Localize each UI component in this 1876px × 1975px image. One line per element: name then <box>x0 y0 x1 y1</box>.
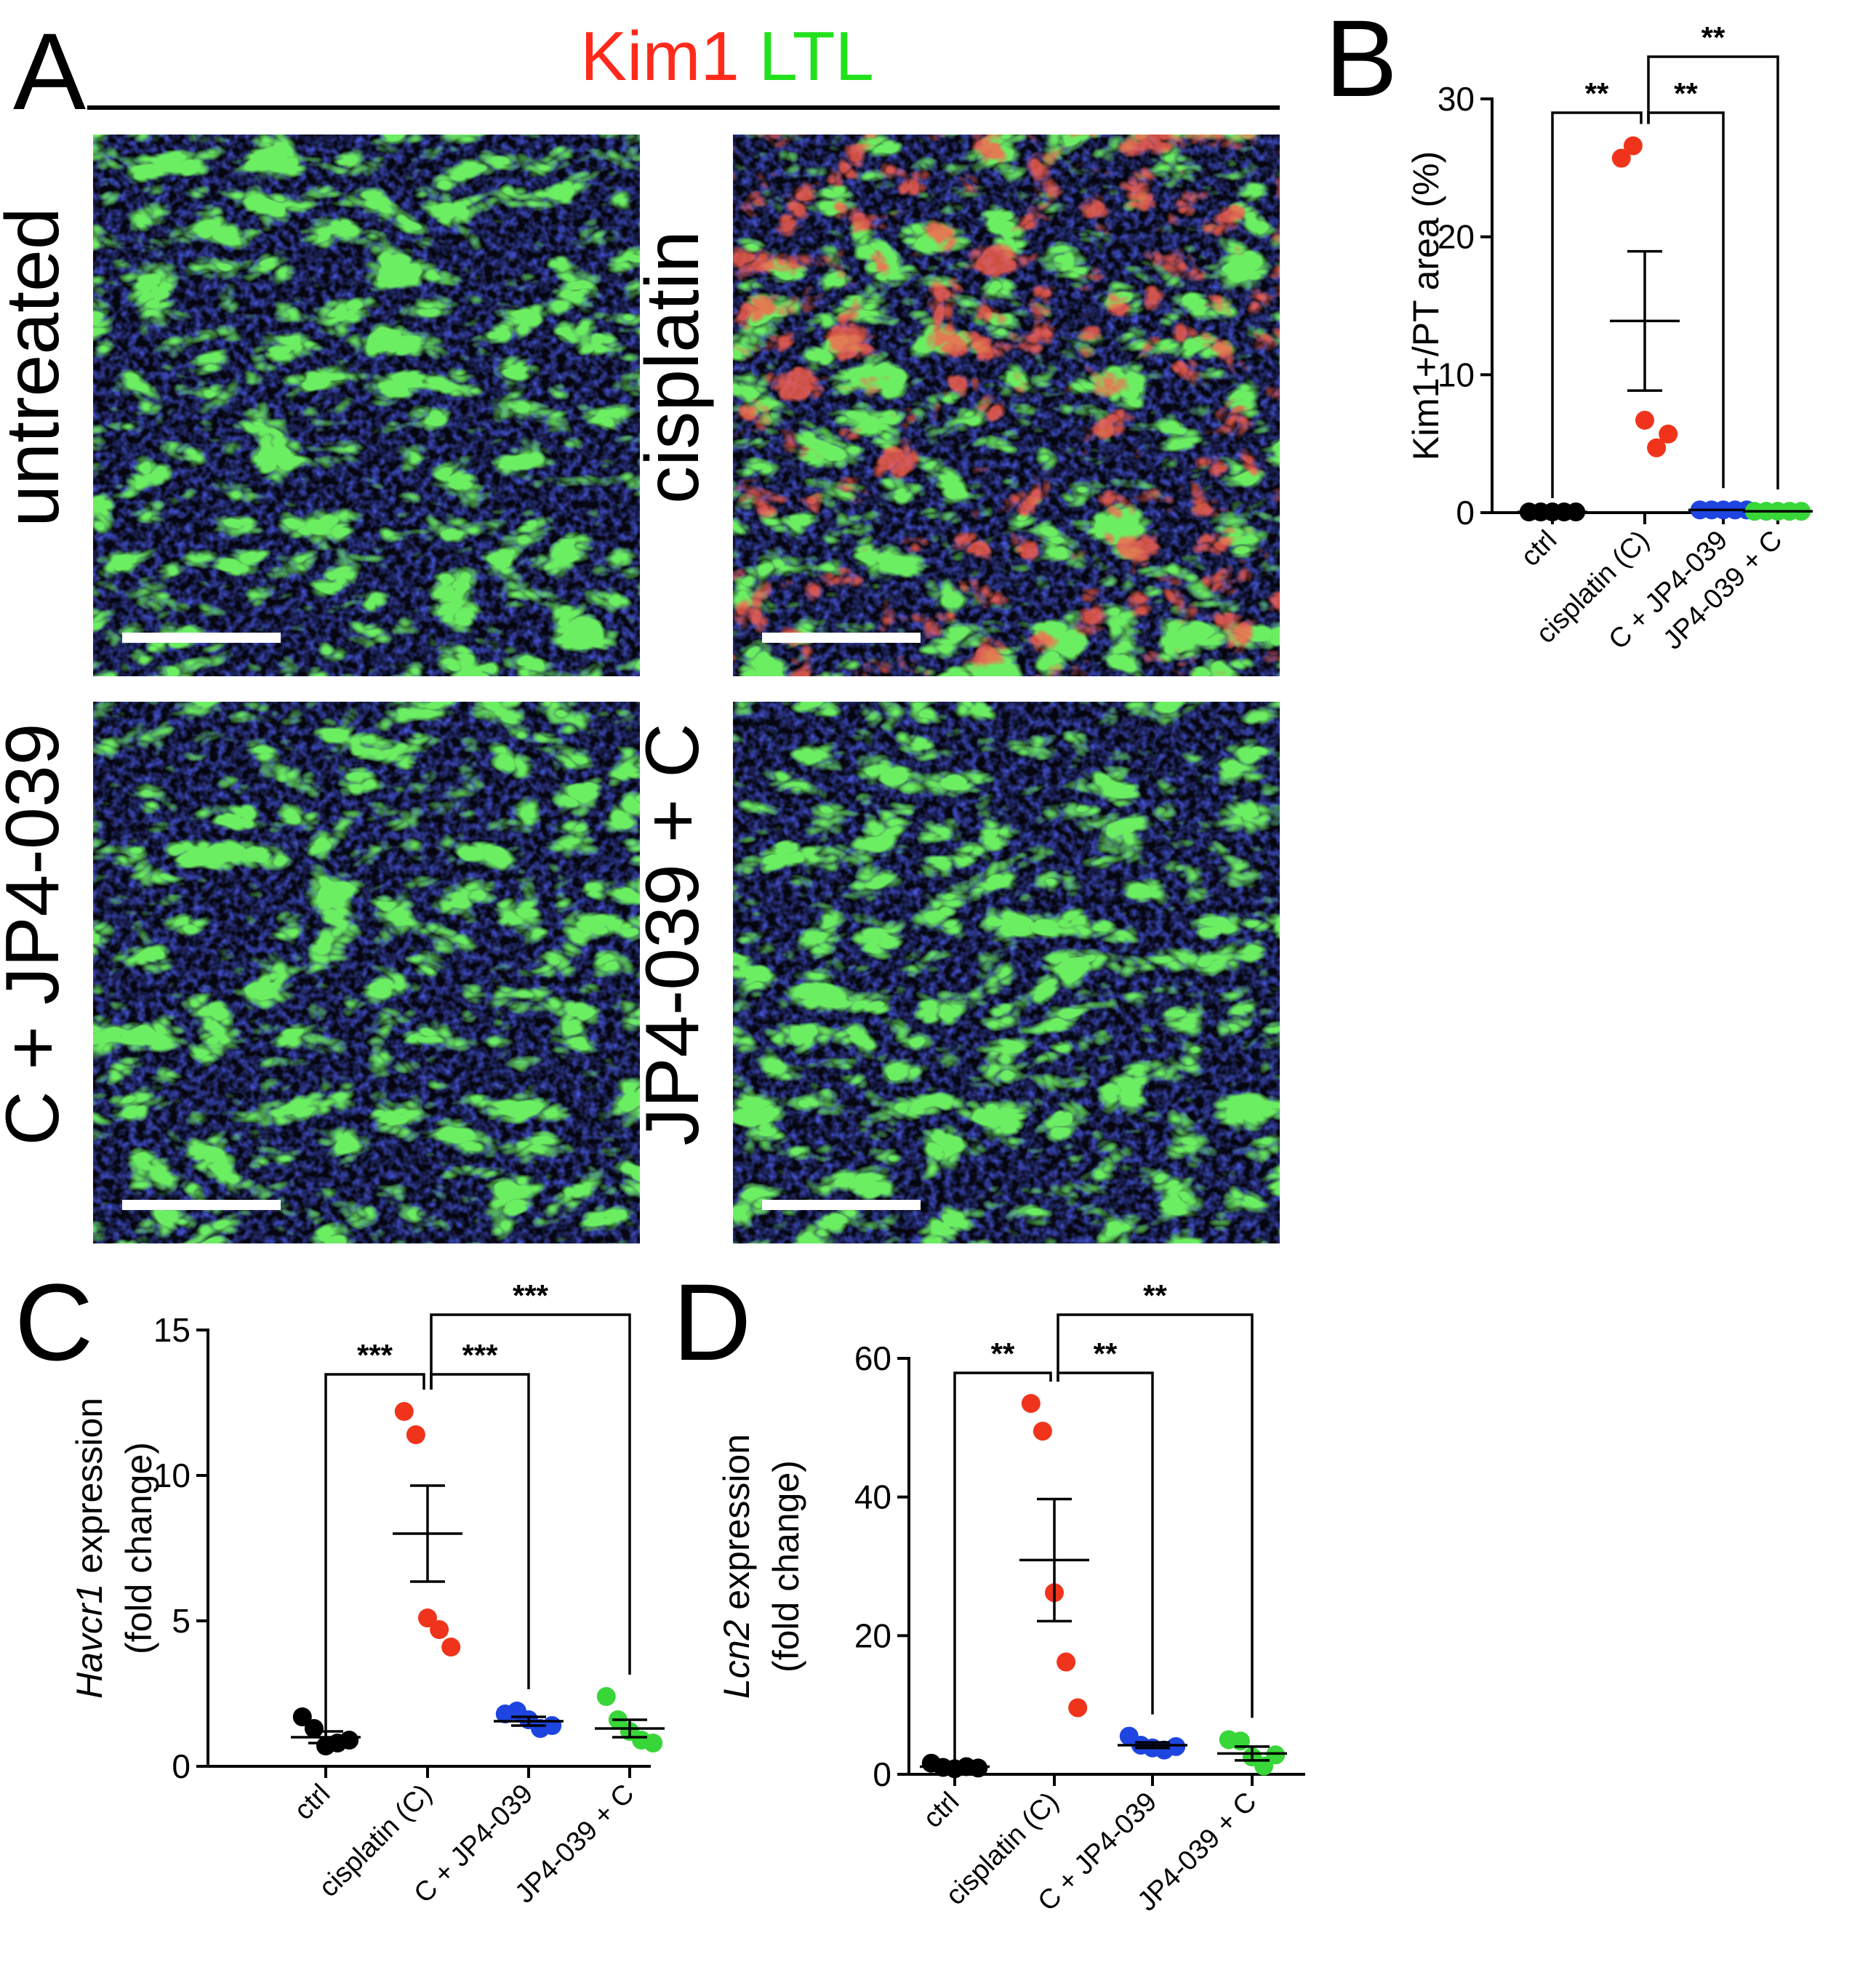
y-axis-label-text: expression <box>716 1434 757 1620</box>
scale-bar <box>122 1200 281 1210</box>
scale-bar <box>762 633 921 643</box>
y-tick-label: 40 <box>854 1478 891 1516</box>
y-tick-label: 0 <box>172 1747 191 1785</box>
micrograph-1: untreated <box>0 135 640 676</box>
significance-bracket <box>1647 55 1779 490</box>
condition-label: untreated <box>0 207 75 526</box>
data-point <box>1021 1393 1041 1413</box>
panel-letter-a: A <box>13 10 86 132</box>
y-axis-label-line2: (fold change) <box>766 1460 806 1672</box>
significance-label: ** <box>1674 76 1698 111</box>
data-point <box>1033 1422 1052 1441</box>
gene-name: Lcn2 <box>716 1619 757 1699</box>
significance-label: ** <box>1585 76 1609 111</box>
panel-letter-b: B <box>1325 0 1398 119</box>
y-axis-label-text: expression <box>69 1398 110 1584</box>
significance-bracket <box>1551 111 1643 498</box>
data-point <box>441 1638 461 1656</box>
data-point <box>1057 1652 1076 1672</box>
y-axis-label: Lcn2 expression <box>716 1434 757 1699</box>
data-point <box>406 1425 425 1444</box>
data-point <box>394 1402 414 1421</box>
y-tick-label: 20 <box>854 1617 891 1654</box>
data-point <box>304 1719 324 1738</box>
chart-panel-c: C 0 5 10 15 Havcr1 expression (fold change) ctr… <box>15 1261 665 1909</box>
data-point <box>1611 148 1631 168</box>
data-point <box>644 1734 663 1752</box>
panel-letter-d: D <box>673 1261 751 1383</box>
ltl-signal <box>93 702 640 1243</box>
y-tick-label: 0 <box>873 1755 891 1793</box>
significance-label: ** <box>1094 1337 1118 1371</box>
data-point <box>430 1620 449 1639</box>
category-label: ctrl <box>1515 525 1563 573</box>
panel-letter-c: C <box>15 1261 93 1383</box>
significance-bracket <box>1057 1313 1254 1718</box>
micrograph-3: C + JP4-039 <box>0 702 640 1243</box>
data-point <box>1623 136 1643 156</box>
y-tick-label: 15 <box>153 1311 191 1349</box>
condition-label: JP4-039 + C <box>630 724 715 1146</box>
y-tick-label: 5 <box>172 1602 191 1640</box>
y-axis-label-line2: (fold change) <box>119 1442 159 1654</box>
y-tick-label: 10 <box>153 1457 191 1494</box>
data-point <box>1635 410 1654 430</box>
kim1-signal <box>733 135 1280 676</box>
significance-label: ** <box>1143 1278 1167 1313</box>
micrograph-2: cisplatin <box>630 135 1280 676</box>
data-point <box>969 1758 988 1778</box>
data-point <box>1659 424 1678 444</box>
category-label: ctrl <box>918 1787 966 1835</box>
data-point <box>1068 1698 1088 1718</box>
y-axis-label: Havcr1 expression <box>69 1398 110 1699</box>
significance-label: ** <box>1701 20 1725 55</box>
ltl-signal <box>733 702 1280 1243</box>
gene-name: Havcr1 <box>69 1584 110 1699</box>
micrograph-grid: untreated cisplatin C + JP4-039 JP4-039 + C <box>0 135 1280 1243</box>
ltl-label: LTL <box>759 17 874 95</box>
data-point <box>1266 1745 1286 1765</box>
data-point <box>1166 1736 1186 1756</box>
condition-label: C + JP4-039 <box>0 724 75 1146</box>
significance-label: *** <box>462 1338 498 1372</box>
data-point <box>418 1609 437 1627</box>
scale-bar <box>762 1200 921 1210</box>
significance-bracket <box>324 1373 425 1752</box>
data-point <box>292 1707 312 1726</box>
data-point <box>596 1687 616 1706</box>
significance-label: ** <box>991 1337 1015 1371</box>
significance-label: *** <box>513 1278 549 1313</box>
y-tick-label: 20 <box>1438 218 1475 256</box>
significance-bracket <box>430 1313 631 1675</box>
condition-label: cisplatin <box>630 231 715 504</box>
y-tick-label: 60 <box>854 1339 891 1377</box>
category-label: ctrl <box>289 1779 337 1827</box>
y-axis-label: Kim1+/PT area (%) <box>1406 151 1446 461</box>
y-tick-label: 30 <box>1438 80 1475 118</box>
charts: B 0 10 20 30 Kim1+/PT area (%) ctrl cisplatin (… <box>15 0 1813 1917</box>
chart-panel-d: D 0 20 40 60 Lcn2 expression (fold change) ctrl… <box>673 1261 1305 1917</box>
data-point <box>340 1731 359 1750</box>
panel-a: A Kim1 LTL untreated cisplatin C + JP4-039… <box>0 10 1280 1243</box>
ltl-signal <box>93 135 640 676</box>
significance-label: *** <box>357 1338 393 1372</box>
y-tick-label: 0 <box>1456 494 1475 532</box>
significance-bracket <box>953 1371 1052 1760</box>
stain-legend: Kim1 LTL <box>580 17 874 95</box>
micrograph-4: JP4-039 + C <box>630 702 1280 1243</box>
data-point <box>1647 438 1667 457</box>
kim1-label: Kim1 <box>580 17 739 95</box>
y-tick-label: 10 <box>1438 356 1475 393</box>
scale-bar <box>122 633 281 643</box>
